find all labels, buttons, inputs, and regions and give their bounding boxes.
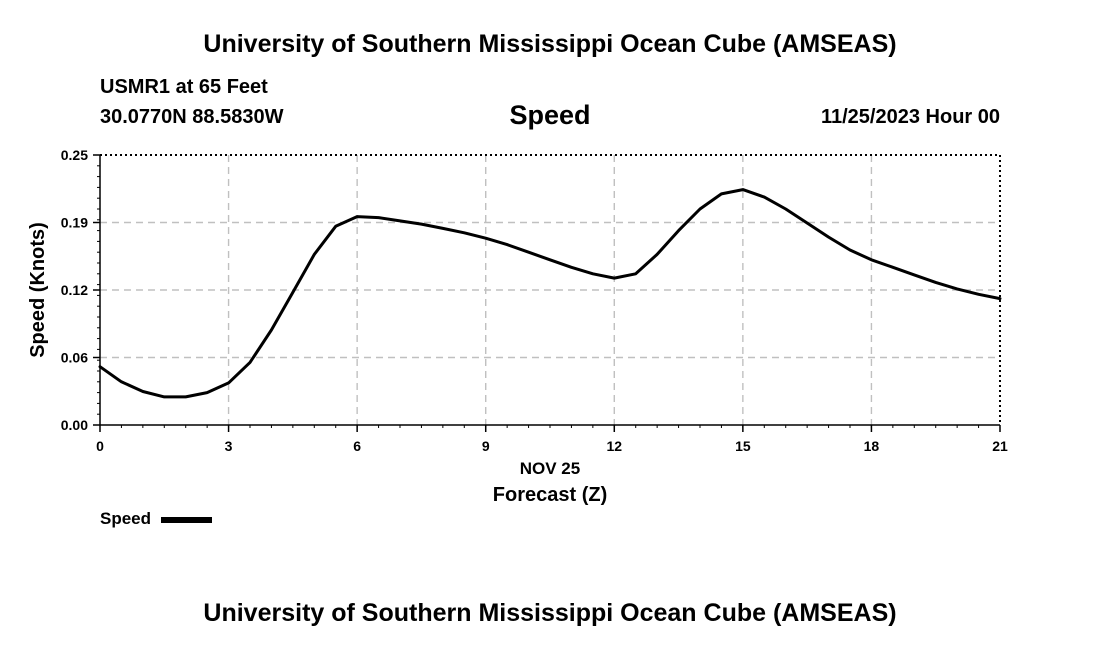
- x-tick-label: 18: [864, 438, 880, 454]
- y-tick-label: 0.19: [61, 215, 88, 231]
- x-tick-label: 9: [482, 438, 490, 454]
- chart-title: University of Southern Mississippi Ocean…: [203, 30, 897, 58]
- x-tick-label: 6: [353, 438, 361, 454]
- legend-label: Speed: [100, 509, 152, 528]
- forecast-datetime: 11/25/2023 Hour 00: [820, 106, 1000, 128]
- footer-title: University of Southern Mississippi Ocean…: [203, 599, 897, 627]
- y-tick-label: 0.12: [61, 282, 88, 298]
- coordinates-label: 30.0770N 88.5830W: [100, 106, 284, 128]
- variable-title: Speed: [509, 100, 591, 130]
- x-axis-label: Forecast (Z): [493, 484, 607, 506]
- series-layer: [98, 188, 1002, 399]
- x-tick-label: 15: [735, 438, 751, 454]
- y-tick-label: 0.25: [61, 147, 88, 163]
- axis-labels: NOV 25 Forecast (Z) Speed (Knots): [27, 222, 607, 506]
- station-label: USMR1 at 65 Feet: [100, 76, 268, 98]
- x-tick-label: 3: [225, 438, 233, 454]
- grid: [100, 155, 1000, 425]
- x-axis-date-label: NOV 25: [520, 459, 580, 478]
- y-tick-label: 0.00: [61, 417, 88, 433]
- series-line-speed: [98, 188, 1002, 399]
- x-tick-label: 12: [606, 438, 622, 454]
- axes: 0 3 6 9 12 15 18 21 0.00 0.06 0.12 0.19 0.25: [61, 147, 1008, 454]
- y-tick-label: 0.06: [61, 350, 88, 366]
- x-tick-label: 0: [96, 438, 104, 454]
- legend-line-swatch: [161, 517, 212, 523]
- x-tick-label: 21: [992, 438, 1008, 454]
- y-axis-label: Speed (Knots): [27, 222, 49, 358]
